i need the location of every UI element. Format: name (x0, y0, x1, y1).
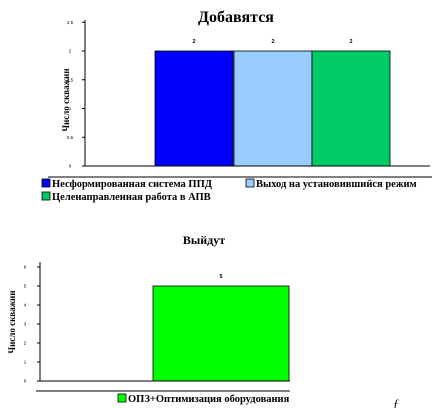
y-tick-label: 1 (69, 106, 72, 111)
y-tick-label: 2 (69, 49, 72, 54)
data-label-3: 2 (349, 39, 352, 45)
data-label-1: 2 (192, 39, 195, 45)
y-tick-label: 2,5 (67, 20, 74, 25)
y-tick-label: 1 (24, 360, 27, 365)
chart-2: Выйдут Число скважин 0 1 2 3 4 5 6 5 ОПЗ+Оптим… (7, 233, 290, 405)
y-tick-label: 0 (24, 379, 27, 384)
chart-1-data-labels: 2 2 2 (192, 39, 352, 45)
legend-swatch-3 (41, 191, 51, 201)
y-tick-label: 0,5 (67, 135, 74, 140)
chart-1-legend: Несформированная система ППД Выход на ус… (41, 176, 432, 203)
y-tick-label: 5 (24, 284, 27, 289)
y-tick-label: 6 (24, 265, 27, 270)
chart-2-ylabel: Число скважин (7, 290, 17, 353)
y-tick-label: 0 (69, 164, 72, 169)
y-tick-label: 2 (24, 341, 27, 346)
chart-1-bars (154, 50, 391, 167)
legend-swatch-2 (245, 178, 255, 188)
corner-mark: ƒ (393, 396, 399, 408)
bar-1 (154, 50, 234, 167)
bar-1 (152, 285, 290, 382)
data-label-2: 2 (271, 39, 274, 45)
chart-2-bars (152, 285, 290, 382)
chart-2-y-ticks: 0 1 2 3 4 5 6 (24, 265, 40, 384)
chart-2-title: Выйдут (183, 233, 225, 247)
legend-label-1: Несформированная система ППД (52, 179, 213, 190)
y-tick-label: 3 (24, 322, 27, 327)
y-tick-label: 4 (24, 303, 27, 308)
bar-3 (311, 50, 391, 167)
chart-2-data-labels: 5 (219, 274, 222, 280)
chart-2-legend: ОПЗ+Оптимизация оборудования (36, 390, 290, 405)
data-label-1: 5 (219, 274, 222, 280)
chart-1-ylabel: Число скважин (61, 68, 71, 131)
bar-2 (233, 50, 313, 167)
legend-label-1: ОПЗ+Оптимизация оборудования (128, 394, 290, 405)
chart-1-title: Добавятся (198, 9, 274, 26)
y-tick-label: 1,5 (67, 77, 74, 82)
legend-swatch-1 (117, 393, 127, 403)
legend-label-3: Целенаправленная работа в АПВ (52, 192, 211, 203)
legend-swatch-1 (41, 178, 51, 188)
legend-label-2: Выход на установившийся режим (256, 179, 417, 190)
